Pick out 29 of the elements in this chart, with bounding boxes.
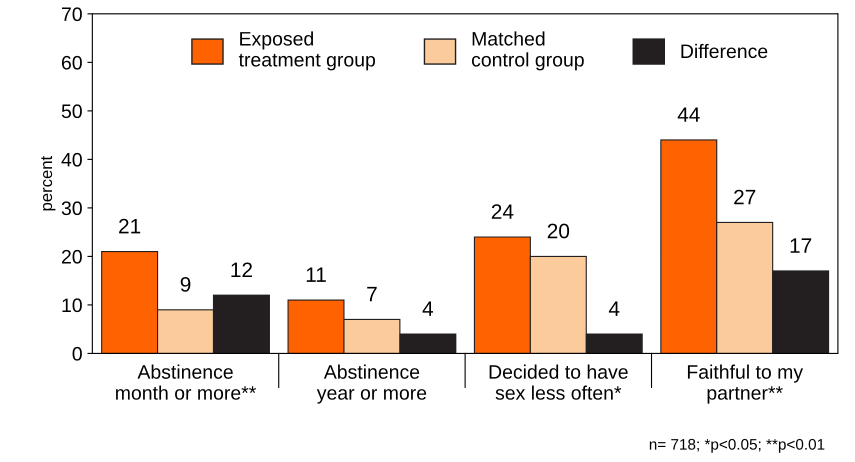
- data-label: 9: [180, 277, 190, 292]
- x-tick-label: Decided to have sex less often*: [490, 364, 628, 400]
- legend-label: Exposed treatment group: [238, 31, 376, 70]
- x-tick-label: Abstinence month or more**: [116, 364, 256, 400]
- data-label: 7: [367, 286, 377, 302]
- legend-label: Difference: [681, 44, 768, 58]
- x-tick-label: Abstinence year or more: [316, 364, 426, 404]
- data-label: 27: [734, 190, 756, 204]
- y-tick-label: 10: [62, 298, 82, 312]
- data-label: 4: [608, 301, 620, 316]
- data-label: 20: [548, 224, 570, 238]
- y-tick-label: 20: [62, 250, 82, 264]
- data-label: 11: [306, 268, 326, 282]
- y-tick-label: 50: [62, 104, 82, 118]
- legend-label: Matched control group: [472, 31, 584, 70]
- data-label: 17: [790, 238, 812, 253]
- y-tick-label: 60: [62, 56, 82, 70]
- y-tick-label: 40: [61, 152, 82, 167]
- data-label: 44: [678, 107, 700, 122]
- data-label: 24: [492, 204, 514, 219]
- data-label: 21: [119, 218, 140, 234]
- y-axis-title: percent: [41, 156, 56, 210]
- y-tick-label: 0: [72, 346, 82, 361]
- y-tick-label: 70: [62, 7, 82, 22]
- data-label: 12: [231, 262, 252, 278]
- data-label: 4: [422, 301, 434, 316]
- y-tick-label: 30: [62, 201, 82, 216]
- x-tick-label: Faithful to my partner**: [688, 364, 804, 404]
- text: n= 718; *p<0.05; **p<0.01: [650, 438, 824, 453]
